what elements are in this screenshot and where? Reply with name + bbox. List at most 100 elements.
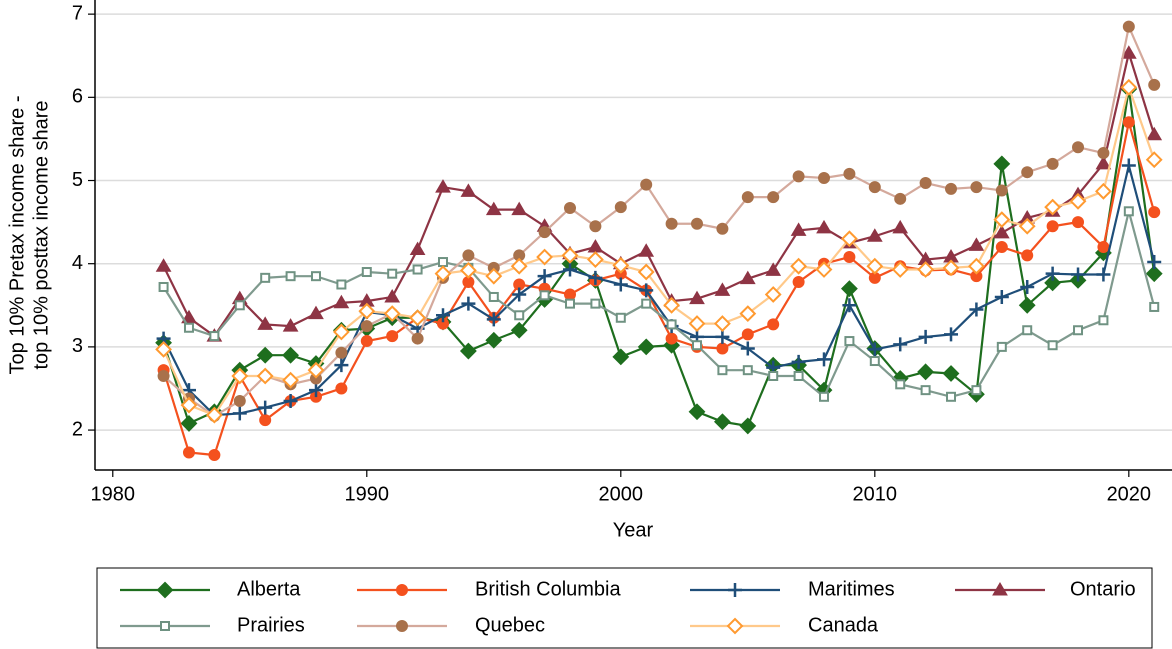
marker <box>1069 192 1087 210</box>
marker <box>637 263 655 281</box>
marker <box>765 262 782 276</box>
marker <box>992 582 1008 596</box>
marker <box>715 329 730 344</box>
marker <box>866 257 884 275</box>
marker <box>182 446 195 459</box>
marker <box>435 308 450 323</box>
legend: Alberta British Columbia Maritimes Ontario P… <box>120 578 1136 636</box>
series-line <box>162 165 1156 417</box>
marker <box>183 322 194 333</box>
marker <box>1020 279 1035 294</box>
marker <box>740 341 755 356</box>
marker <box>1018 296 1036 314</box>
marker <box>842 298 857 313</box>
marker <box>462 249 475 262</box>
marker <box>895 379 906 390</box>
marker <box>411 332 424 345</box>
marker <box>514 310 525 321</box>
marker <box>967 257 985 275</box>
marker <box>233 394 246 407</box>
marker <box>615 312 626 323</box>
legend-label: British Columbia <box>475 578 621 600</box>
marker <box>816 219 832 234</box>
marker <box>639 283 654 298</box>
marker <box>1149 301 1160 312</box>
marker <box>485 201 502 216</box>
series-line <box>162 88 1156 428</box>
marker <box>335 346 348 359</box>
marker <box>971 385 982 396</box>
y-tick-label: 2 <box>72 418 83 440</box>
marker <box>231 367 249 385</box>
marker <box>589 220 602 233</box>
marker <box>234 300 245 311</box>
legend-label: Alberta <box>237 578 301 600</box>
marker <box>713 315 731 333</box>
marker <box>726 617 744 635</box>
marker <box>641 298 652 309</box>
marker <box>256 367 274 385</box>
marker <box>995 184 1008 197</box>
marker <box>208 449 221 462</box>
marker <box>666 319 677 330</box>
legend-label: Maritimes <box>808 578 895 600</box>
marker <box>260 272 271 283</box>
marker <box>716 342 729 355</box>
series <box>155 78 1163 424</box>
marker <box>459 261 477 279</box>
marker <box>843 251 856 264</box>
marker <box>767 318 780 331</box>
marker <box>791 354 806 369</box>
marker <box>285 271 296 282</box>
marker <box>232 406 247 421</box>
marker <box>1145 151 1163 169</box>
marker <box>1018 217 1036 235</box>
marker <box>818 172 831 185</box>
marker <box>792 276 805 288</box>
marker <box>1120 78 1138 96</box>
marker <box>665 217 678 230</box>
legend-label: Quebec <box>475 614 545 636</box>
y-axis-title: Top 10% Pretax income share - top 10% po… <box>6 95 52 374</box>
marker <box>1044 198 1062 216</box>
marker <box>691 217 704 230</box>
marker <box>717 365 728 376</box>
marker <box>333 294 350 309</box>
series-line <box>162 83 1156 417</box>
marker <box>563 288 576 301</box>
x-tick-label: 1990 <box>345 483 390 505</box>
marker <box>665 332 678 345</box>
marker <box>386 330 399 343</box>
x-tick-label: 1980 <box>91 483 136 505</box>
marker <box>843 167 856 180</box>
marker <box>866 228 883 242</box>
marker <box>790 222 807 236</box>
marker <box>564 298 575 309</box>
marker <box>663 296 681 314</box>
marker <box>1097 147 1110 160</box>
marker <box>307 361 325 379</box>
marker <box>1097 241 1110 254</box>
marker <box>1046 157 1059 170</box>
y-axis-title-line: top 10% posttax income share <box>30 100 52 369</box>
marker <box>396 620 408 632</box>
marker <box>1096 267 1111 282</box>
x-axis-title: Year <box>613 519 654 541</box>
y-tick-label: 3 <box>72 335 83 357</box>
marker <box>819 391 830 402</box>
marker <box>891 261 909 278</box>
marker <box>1122 20 1135 33</box>
marker <box>993 155 1011 173</box>
marker <box>308 383 323 398</box>
marker <box>332 323 350 341</box>
marker <box>1095 182 1112 200</box>
marker <box>768 371 779 381</box>
marker <box>867 342 882 357</box>
marker <box>994 289 1009 304</box>
series-line <box>162 22 1156 418</box>
marker <box>970 181 983 194</box>
marker <box>892 219 909 234</box>
marker <box>396 584 408 596</box>
marker <box>511 201 528 216</box>
x-tick-label: 2020 <box>1107 483 1152 505</box>
